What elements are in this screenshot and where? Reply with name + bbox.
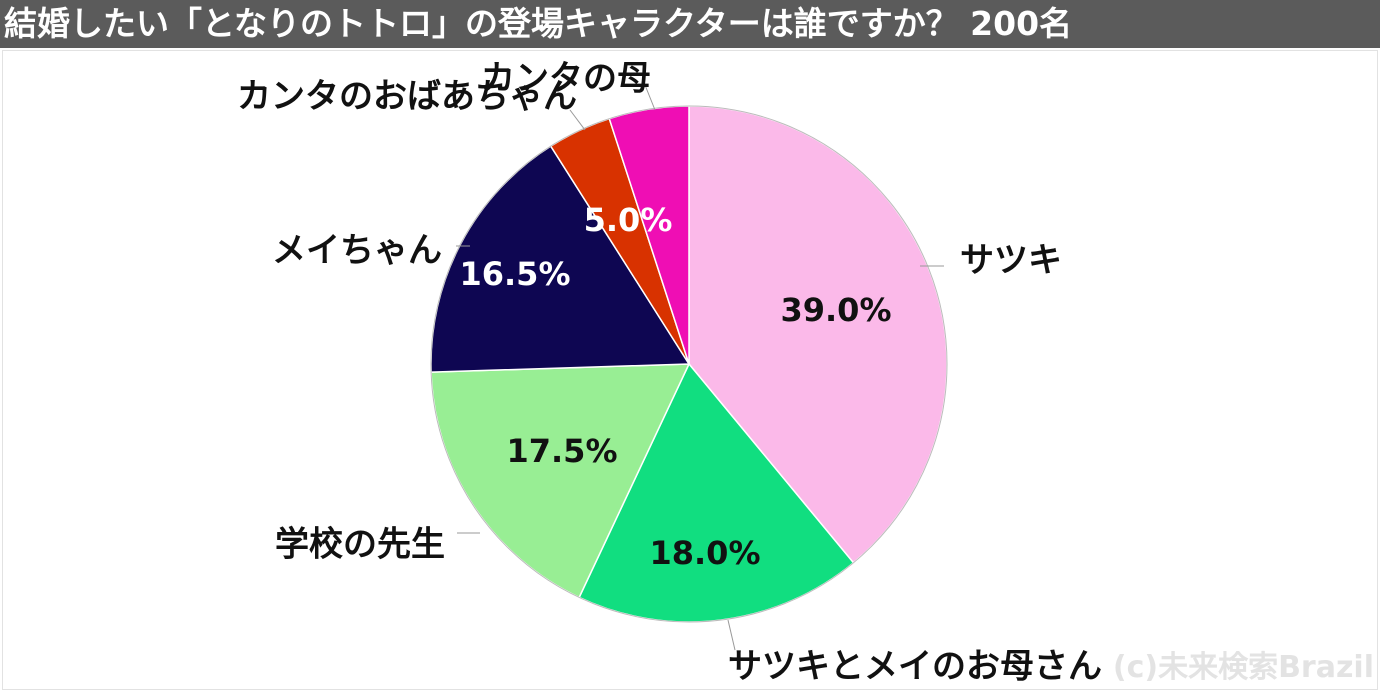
category-label-slice-1: サツキ <box>960 241 1062 281</box>
value-label-slice-1: 39.0% <box>780 291 891 329</box>
value-label-slice-6: 5.0% <box>584 201 673 239</box>
chart-title: 結婚したい「となりのトトロ」の登場キャラクターは誰ですか？ 200名 <box>4 4 1073 43</box>
category-label-slice-4: メイちゃん <box>272 231 442 271</box>
category-label-slice-2: サツキとメイのお母さん <box>728 647 1102 687</box>
credit-watermark: (c)未来検索Brazil <box>1112 650 1374 685</box>
title-bar: 結婚したい「となりのトトロ」の登場キャラクターは誰ですか？ 200名 <box>0 0 1380 48</box>
value-label-slice-2: 18.0% <box>649 534 760 572</box>
value-label-slice-4: 16.5% <box>459 255 570 293</box>
leader-line-slice-5 <box>569 109 586 131</box>
category-label-slice-5: カンタのおばあちゃん <box>237 77 577 117</box>
pie-outline <box>430 105 948 623</box>
value-label-slice-3: 17.5% <box>506 432 617 470</box>
category-label-slice-6: カンタの母 <box>481 59 651 99</box>
leader-line-slice-6 <box>644 84 656 111</box>
leader-line-slice-2 <box>727 619 736 651</box>
category-label-slice-3: 学校の先生 <box>275 525 445 565</box>
